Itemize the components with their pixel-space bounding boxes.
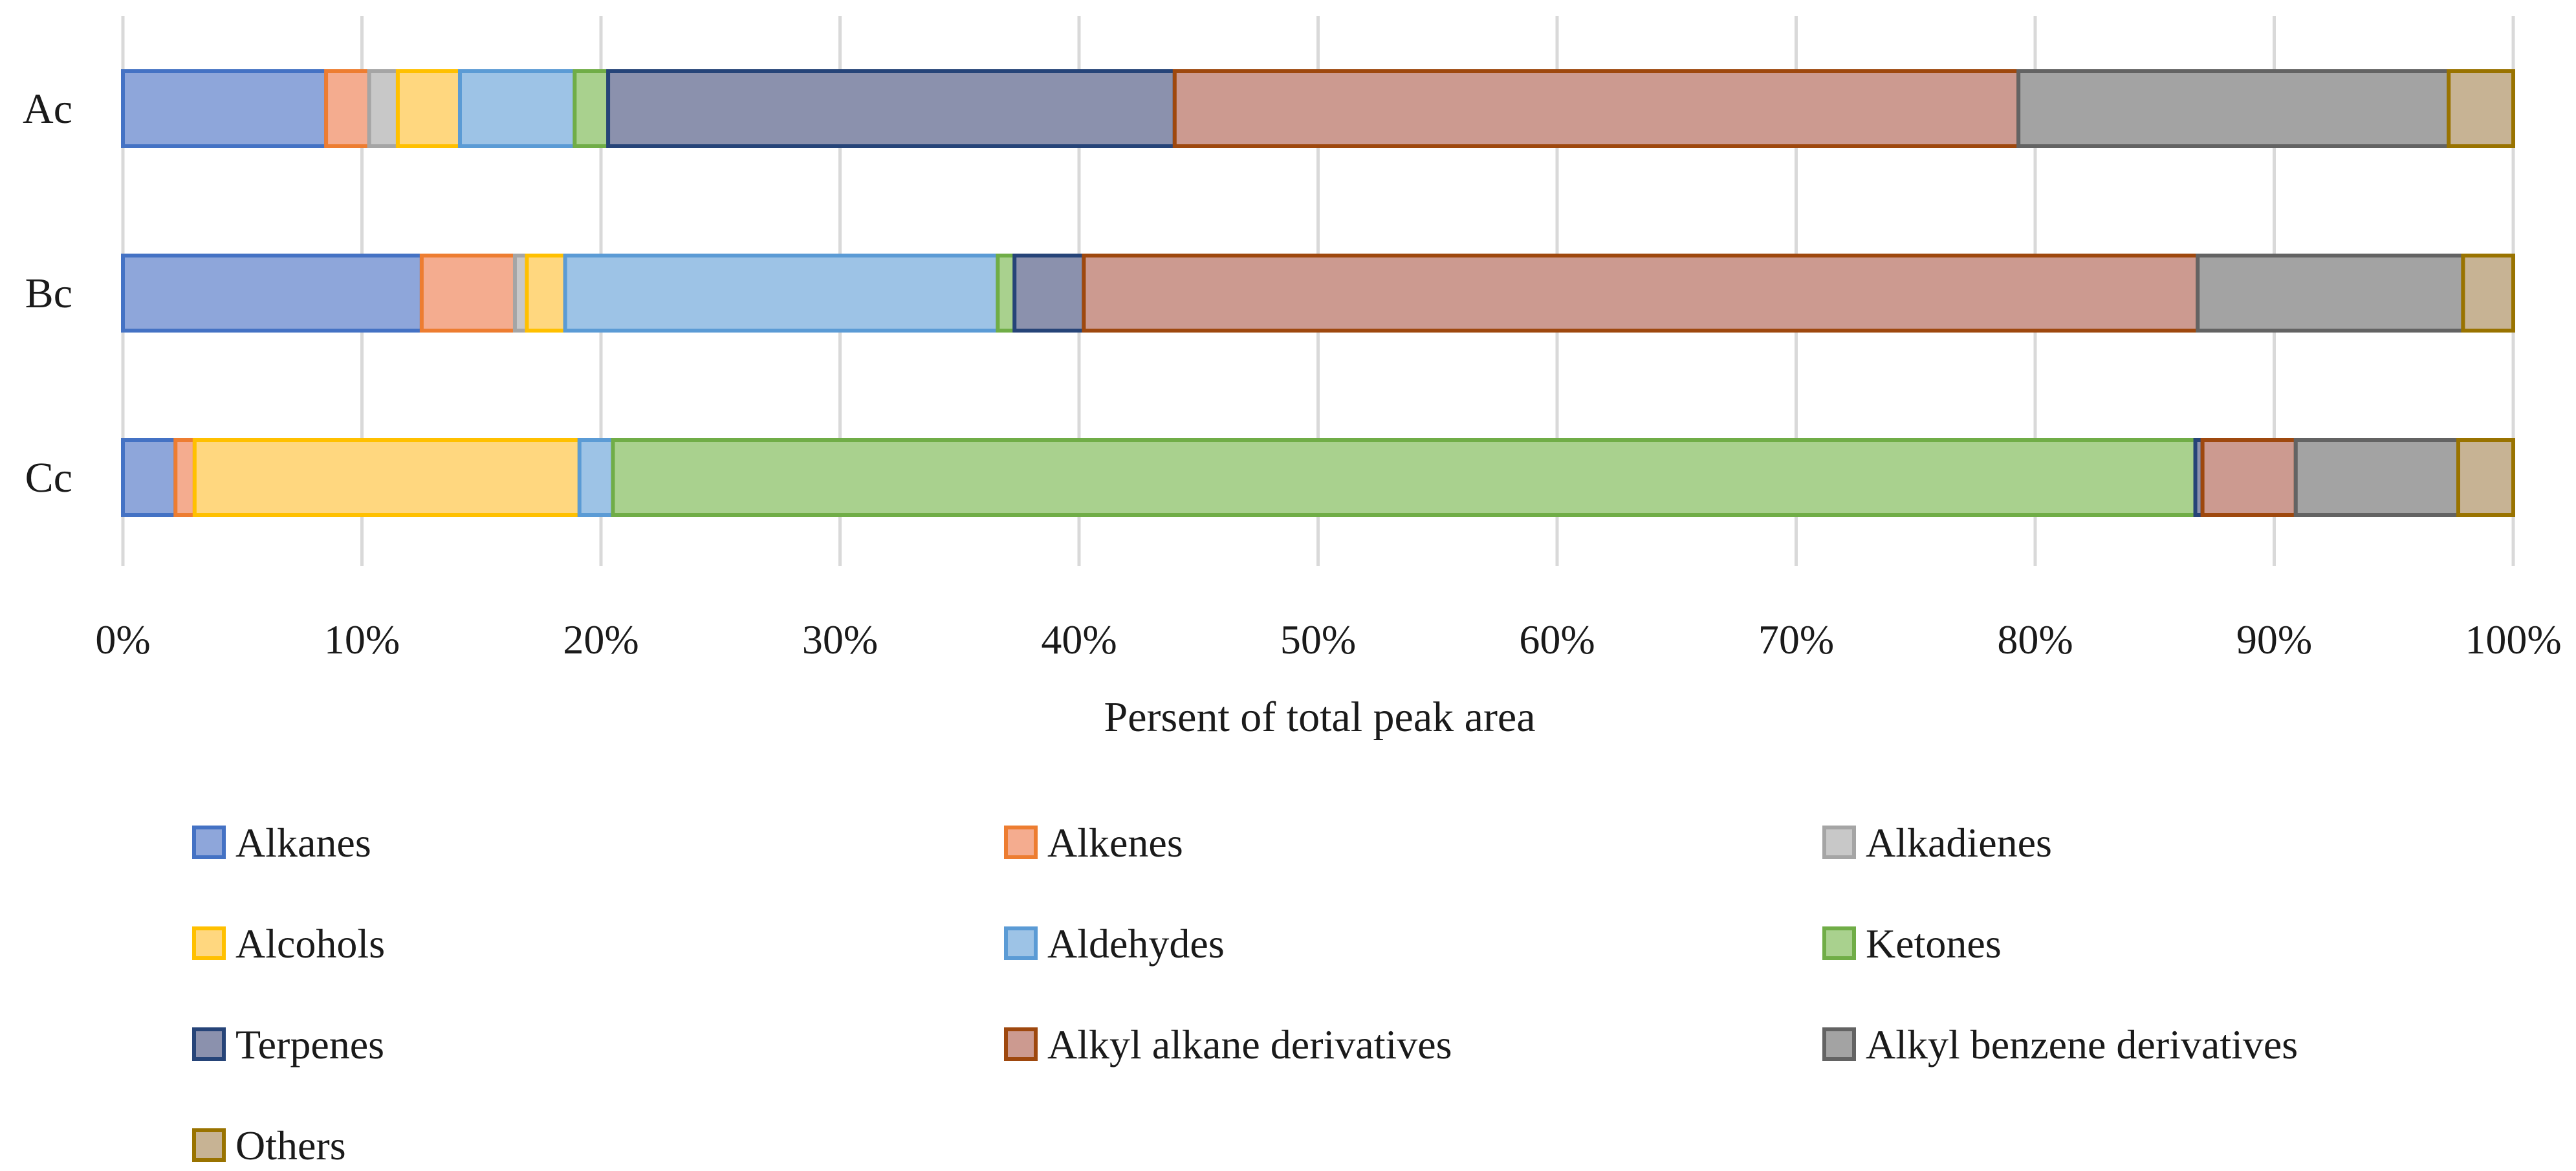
legend-label: Alcohols <box>235 921 385 967</box>
bar-segment <box>1172 69 2021 148</box>
x-tick-label: 20% <box>563 617 639 662</box>
x-tick-label: 70% <box>1758 617 1834 662</box>
legend-label: Alkanes <box>235 820 371 866</box>
x-tick-label: 80% <box>1997 617 2073 662</box>
category-labels: Ac Bc Cc <box>23 85 72 501</box>
legend-swatch <box>1004 826 1038 859</box>
x-tick-label: 90% <box>2236 617 2312 662</box>
x-axis-label: Persent of total peak area <box>1104 694 1535 741</box>
bar-segment <box>573 69 611 148</box>
bar-segment <box>611 438 2198 517</box>
x-tick-labels: 0% 10% 20% 30% 40% 50% 60% 70% 80% 90% 100% <box>95 617 2561 662</box>
legend-swatch <box>192 1128 226 1162</box>
legend-swatch <box>1822 1027 1856 1061</box>
legend-label: Alkyl benzene derivatives <box>1866 1022 2298 1067</box>
bar-segment <box>996 254 1017 333</box>
legend-label: Alkenes <box>1047 820 1183 866</box>
x-tick-label: 50% <box>1280 617 1356 662</box>
bar-segments <box>121 69 2516 517</box>
bar-segment <box>2200 438 2298 517</box>
legend-swatch <box>1004 926 1038 960</box>
legend-label: Alkyl alkane derivatives <box>1047 1022 1452 1067</box>
legend-swatch <box>192 1027 226 1061</box>
bar-segment <box>2293 438 2461 517</box>
x-tick-label: 100% <box>2465 617 2561 662</box>
bar-segment <box>2196 254 2465 333</box>
bar-segment <box>457 69 577 148</box>
x-tick-label: 60% <box>1519 617 1595 662</box>
legend-label: Terpenes <box>235 1022 384 1067</box>
bar-segment <box>192 438 582 517</box>
bar-segment <box>1082 254 2200 333</box>
bar-segment <box>121 438 178 517</box>
category-label: Cc <box>25 454 72 501</box>
bar-segment <box>1012 254 1086 333</box>
legend-swatch <box>192 926 226 960</box>
x-tick-label: 30% <box>802 617 878 662</box>
bar-segment <box>563 254 1000 333</box>
bar-segment <box>121 69 329 148</box>
legend-label: Aldehydes <box>1047 921 1225 967</box>
bar-segment <box>2461 254 2516 333</box>
bar-segment <box>2016 69 2451 148</box>
legend-label: Others <box>235 1122 346 1168</box>
bar-segment <box>606 69 1177 148</box>
x-tick-label: 10% <box>324 617 400 662</box>
legend: Alkanes Alkenes Alkadienes Alcohols Aldehyde… <box>192 820 2298 1168</box>
legend-swatch <box>1004 1027 1038 1061</box>
bar-segment <box>324 69 371 148</box>
bar-segment <box>577 438 615 517</box>
legend-label: Alkadienes <box>1866 820 2052 866</box>
bar-segment <box>2447 69 2516 148</box>
bar-segment <box>2456 438 2515 517</box>
x-tick-label: 40% <box>1041 617 1117 662</box>
bar-segment <box>367 69 400 148</box>
bar-segment <box>121 254 424 333</box>
bar-segment <box>419 254 517 333</box>
legend-swatch <box>1822 926 1856 960</box>
legend-label: Ketones <box>1866 921 2002 967</box>
legend-swatch <box>192 826 226 859</box>
bar-segment <box>395 69 462 148</box>
bar-segment <box>173 438 197 517</box>
bar-segment <box>525 254 567 333</box>
category-label: Bc <box>25 270 72 317</box>
legend-swatch <box>1822 826 1856 859</box>
category-label: Ac <box>23 85 72 133</box>
x-tick-label: 0% <box>95 617 150 662</box>
